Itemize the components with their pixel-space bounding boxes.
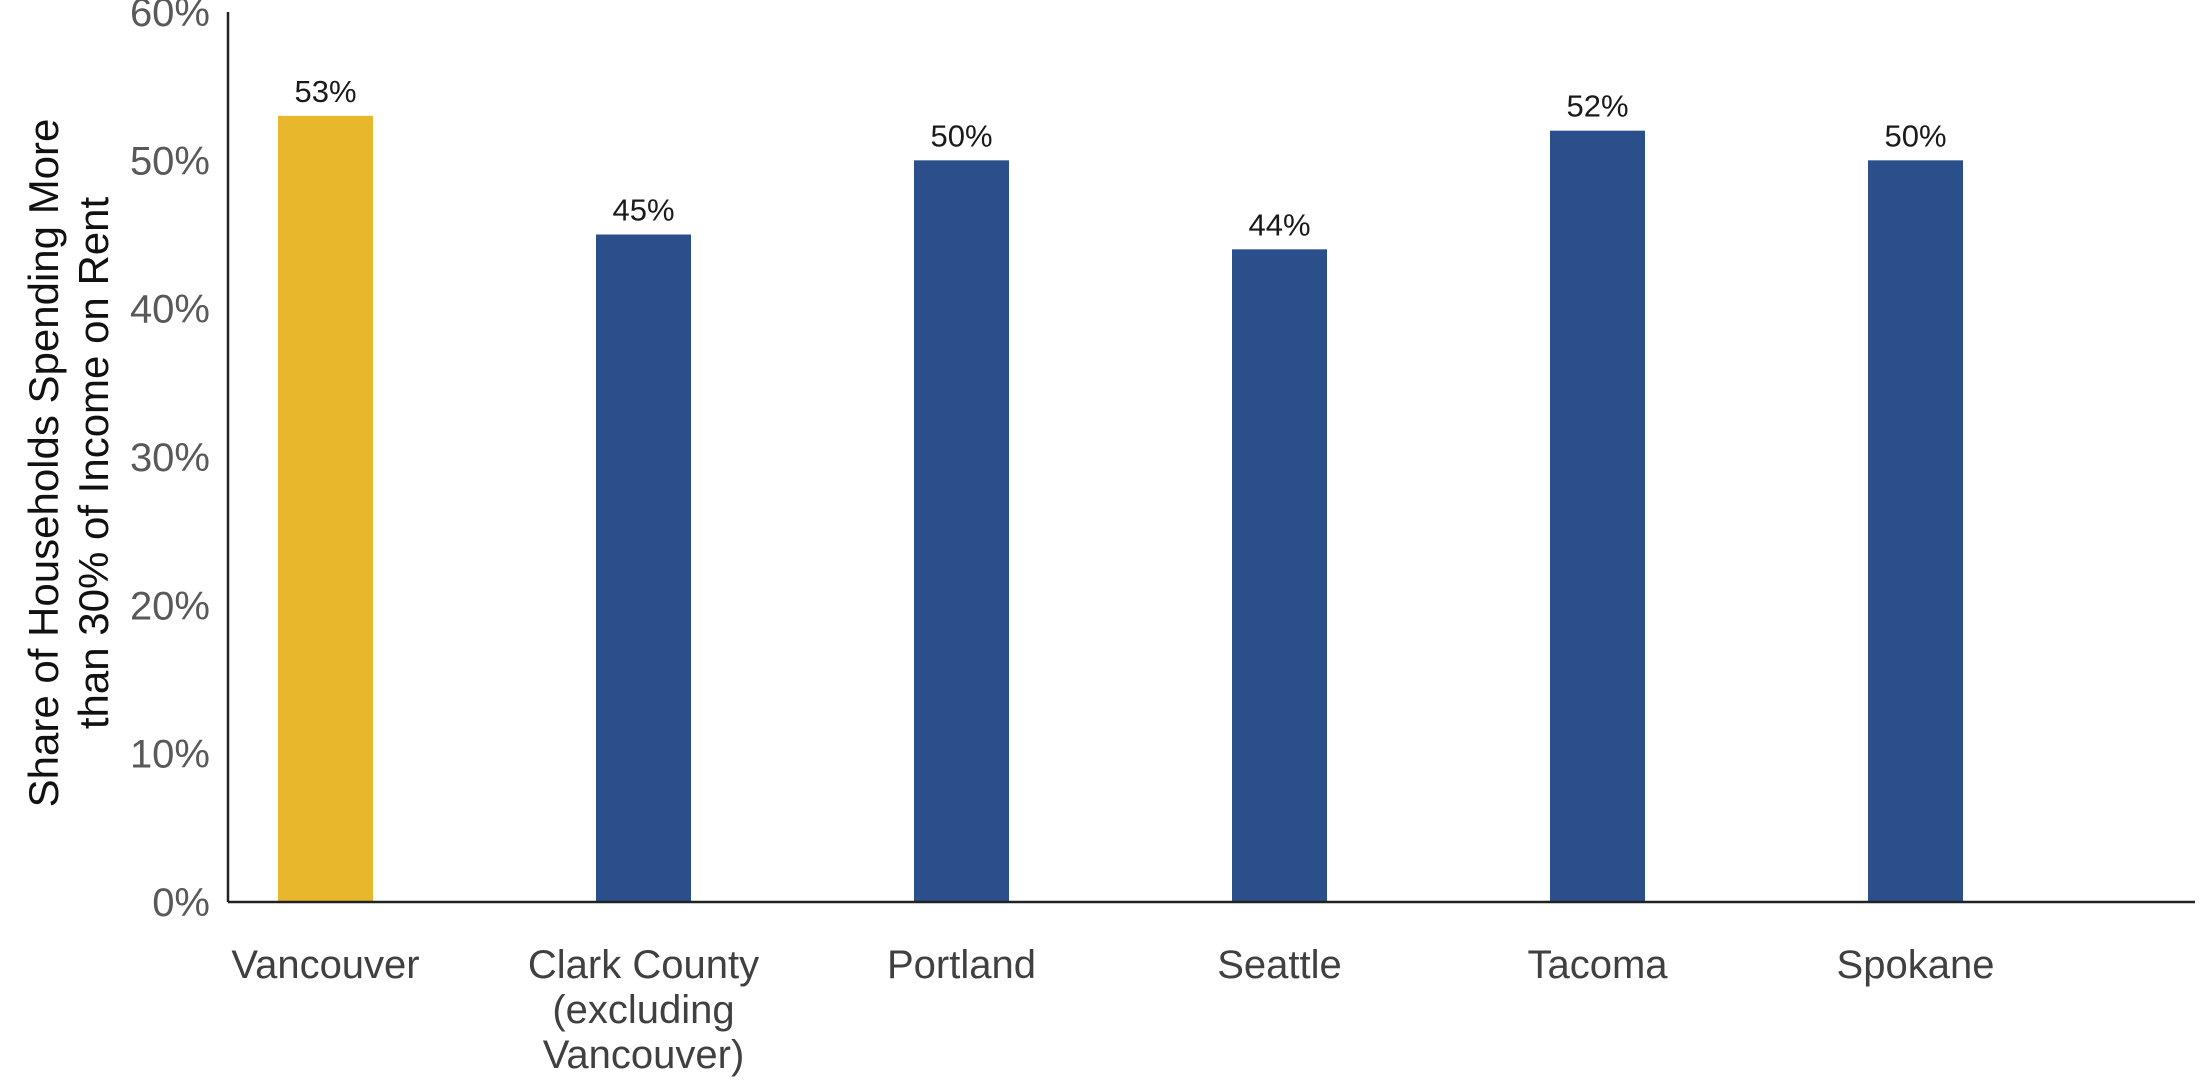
- x-axis-category-labels: Vancouver Clark County (excluding Vancouver…: [231, 943, 1994, 1077]
- y-tick-label: 10%: [130, 733, 210, 777]
- y-tick-label: 60%: [130, 0, 210, 35]
- bar: [596, 234, 691, 902]
- bar: [1550, 130, 1645, 902]
- bar-value-label: 52%: [1566, 89, 1628, 124]
- bar-value-label: 44%: [1248, 207, 1310, 242]
- y-axis-title: Share of Households Spending More than 30…: [20, 119, 117, 808]
- x-category-label: Vancouver: [231, 943, 419, 987]
- y-tick-label: 50%: [130, 139, 210, 183]
- bar-value-label: 50%: [1884, 118, 1946, 153]
- y-tick-label: 0%: [152, 881, 210, 925]
- x-category-label: Clark County (excluding Vancouver): [528, 943, 759, 1077]
- x-category-label: Tacoma: [1527, 943, 1668, 987]
- bar: [1232, 249, 1327, 903]
- bar: [1868, 160, 1963, 903]
- data-labels: 53% 45% 50% 44% 52% 50%: [294, 74, 1946, 242]
- y-tick-label: 30%: [130, 436, 210, 480]
- bar-value-label: 53%: [294, 74, 356, 109]
- x-category-label: Spokane: [1837, 943, 1995, 987]
- y-tick-label: 40%: [130, 288, 210, 332]
- x-category-label: Seattle: [1217, 943, 1342, 987]
- y-axis-title-line: than 30% of Income on Rent: [70, 196, 117, 729]
- bar: [914, 160, 1009, 903]
- y-axis-ticks: 0% 10% 20% 30% 40% 50% 60%: [130, 0, 210, 925]
- bar-value-label: 45%: [612, 193, 674, 228]
- x-category-label: Portland: [887, 943, 1036, 987]
- y-tick-label: 20%: [130, 584, 210, 628]
- bar: [278, 115, 373, 903]
- y-axis-title-line: Share of Households Spending More: [20, 119, 67, 808]
- bar-value-label: 50%: [930, 118, 992, 153]
- bars: [278, 115, 1963, 903]
